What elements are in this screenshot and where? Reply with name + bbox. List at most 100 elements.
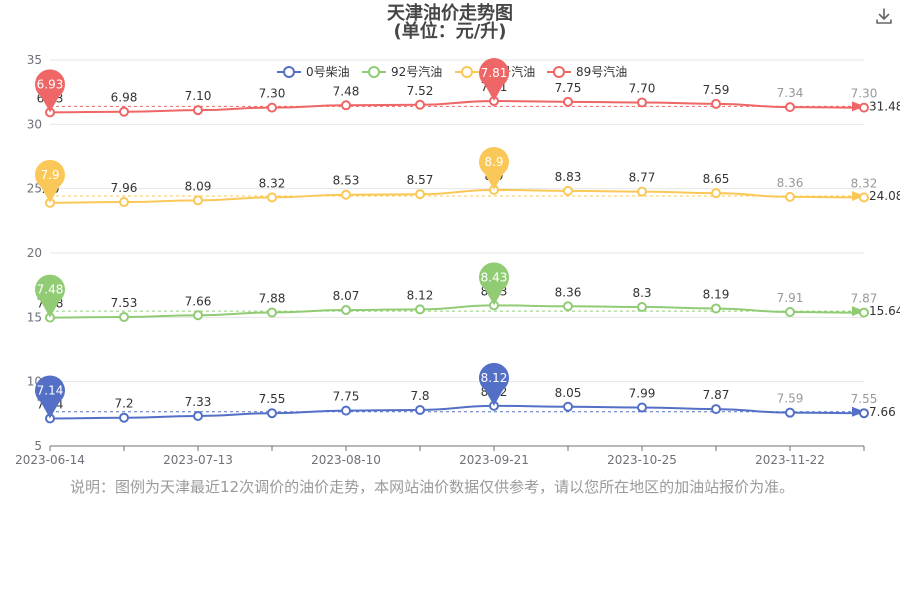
x-tick-label: 2023-10-25: [607, 453, 677, 467]
average-line-arrow: [852, 306, 865, 317]
min-marker-pin: [35, 375, 65, 419]
data-point: [785, 407, 795, 418]
min-marker-pin: [35, 69, 65, 113]
average-line-arrow: [852, 406, 865, 417]
average-line-label: 15.64: [869, 304, 900, 318]
data-point: [193, 411, 203, 422]
chart-note: 说明：图例为天津最近12次调价的油价走势，本网站油价数据仅供参考，请以您所在地区…: [70, 478, 795, 496]
y-tick-label: 25: [27, 182, 42, 196]
data-label: 7.87: [703, 388, 730, 402]
data-point: [563, 401, 573, 412]
x-tick-label: 2023-06-14: [15, 453, 85, 467]
data-point: [859, 307, 869, 318]
data-label: 7.96: [111, 181, 138, 195]
series-line: [49, 100, 865, 114]
chart-title: 天津油价走势图: [387, 3, 513, 24]
data-label: 8.07: [333, 289, 360, 303]
legend-item: 92号汽油: [362, 64, 442, 79]
data-point: [711, 303, 721, 314]
max-marker-pin: [479, 146, 510, 190]
legend-label: 0号柴油: [306, 65, 350, 79]
data-label: 8.83: [555, 170, 582, 184]
data-label: 7.10: [185, 89, 212, 103]
x-tick-label: 2023-09-21: [459, 453, 529, 467]
y-tick-label: 15: [27, 310, 42, 324]
max-marker-label: 8.12: [481, 371, 508, 385]
data-point: [119, 311, 129, 322]
legend-marker: [283, 66, 295, 78]
data-point: [267, 102, 277, 113]
series-group: 31.48 6.93 6.98 7.10 7.30 7.48 7.52 7.81 7.75 7.7…: [35, 58, 900, 118]
data-label: 7.75: [555, 81, 582, 95]
data-point: [637, 97, 647, 108]
data-label: 7.87: [851, 292, 878, 306]
max-marker-label: 8.43: [481, 270, 508, 284]
data-label: 8.19: [703, 287, 730, 301]
download-button[interactable]: [874, 6, 894, 26]
min-marker: 7.48: [35, 274, 65, 318]
data-label: 7.33: [185, 395, 212, 409]
data-label: 8.36: [555, 285, 582, 299]
min-marker-label: 7.9: [40, 168, 59, 182]
legend-item: 0号柴油: [277, 65, 350, 79]
average-line-label: 31.48: [869, 99, 900, 113]
data-label: 8.09: [185, 179, 212, 193]
grid-lines: [50, 59, 864, 447]
min-marker: 7.14: [35, 375, 65, 419]
data-point: [859, 102, 869, 113]
data-label: 7.70: [629, 81, 656, 95]
data-label: 7.2: [114, 397, 133, 411]
data-point: [563, 96, 573, 107]
data-point: [785, 191, 795, 202]
max-marker: 8.43: [479, 262, 510, 306]
max-marker-pin: [479, 362, 510, 406]
y-tick-label: 35: [27, 53, 42, 67]
data-point: [267, 408, 277, 419]
legend-marker: [461, 66, 473, 78]
data-point: [637, 186, 647, 197]
min-marker-label: 6.93: [37, 77, 64, 91]
y-tick-label: 5: [34, 439, 42, 453]
data-point: [563, 301, 573, 312]
max-marker-label: 7.81: [481, 66, 508, 80]
max-marker: 8.12: [479, 362, 510, 406]
data-label: 7.91: [777, 291, 804, 305]
data-label: 8.36: [777, 176, 804, 190]
legend-label: 89号汽油: [576, 64, 627, 79]
data-point: [119, 412, 129, 423]
data-label: 8.05: [555, 386, 582, 400]
x-tick-label: 2023-11-22: [755, 453, 825, 467]
max-marker-label: 8.9: [484, 155, 503, 169]
data-point: [415, 404, 425, 415]
data-point: [341, 100, 351, 111]
data-label: 8.32: [851, 176, 878, 190]
data-point: [637, 302, 647, 313]
legend-marker: [553, 66, 565, 78]
x-tick-label: 2023-07-13: [163, 453, 233, 467]
data-label: 8.65: [703, 172, 730, 186]
data-label: 8.57: [407, 173, 434, 187]
series-line: [49, 188, 865, 204]
data-point: [341, 304, 351, 315]
average-line-arrow: [852, 101, 865, 112]
data-label: 7.30: [259, 87, 286, 101]
min-marker-pin: [35, 274, 65, 318]
max-marker-pin: [479, 262, 510, 306]
max-marker: 7.81: [478, 58, 510, 102]
data-point: [859, 192, 869, 203]
data-label: 7.30: [851, 87, 878, 101]
data-label: 8.3: [632, 286, 651, 300]
data-label: 7.53: [111, 296, 138, 310]
min-marker: 7.9: [35, 159, 65, 203]
data-label: 7.99: [629, 387, 656, 401]
data-label: 8.32: [259, 176, 286, 190]
data-point: [341, 189, 351, 200]
data-label: 7.59: [703, 83, 730, 97]
data-label: 8.53: [333, 174, 360, 188]
y-tick-label: 20: [27, 246, 42, 260]
data-label: 7.48: [333, 84, 360, 98]
average-line-label: 7.66: [869, 405, 896, 419]
data-label: 7.55: [259, 392, 286, 406]
